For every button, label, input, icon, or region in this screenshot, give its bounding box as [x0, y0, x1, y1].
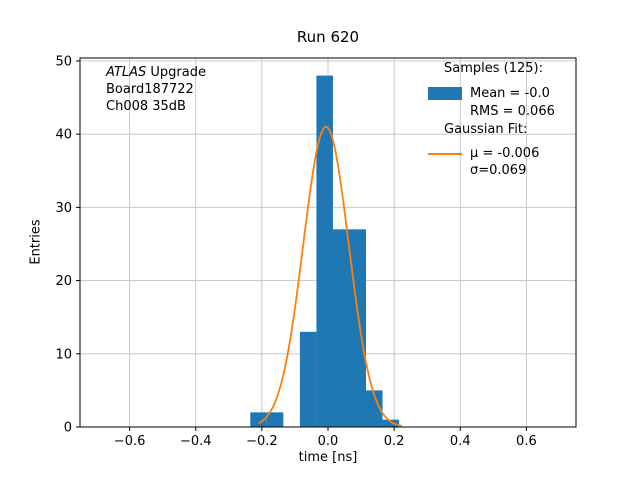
histogram-bar [349, 229, 367, 427]
legend-sigma-label: σ=0.069 [470, 163, 527, 178]
histogram-bar [316, 75, 333, 427]
legend-mean-label: Mean = -0.0 [470, 86, 550, 101]
y-tick-label: 40 [55, 128, 72, 143]
y-axis-label: Entries [28, 219, 44, 265]
histogram-bar [382, 419, 400, 427]
annotation-upgrade: Upgrade [146, 65, 206, 80]
annotation-line-3: Ch008 35dB [106, 99, 186, 114]
chart-title: Run 620 [296, 28, 360, 46]
x-tick-label: 0.2 [384, 434, 405, 449]
annotation-line-1: ATLAS Upgrade [106, 64, 206, 81]
histogram-bar [299, 331, 317, 427]
histogram-bar [250, 412, 267, 427]
histogram-bar [366, 390, 383, 427]
x-tick-label: 0.0 [318, 434, 339, 449]
y-tick-label: 30 [55, 201, 72, 216]
x-tick-label: −0.4 [180, 434, 212, 449]
x-tick-label: 0.6 [516, 434, 537, 449]
histogram-legend-swatch [428, 87, 462, 100]
annotation-text: ATLAS Upgrade Board187722 Ch008 35dB [106, 64, 206, 115]
legend-fit-header: Gaussian Fit: [444, 122, 528, 137]
y-tick-label: 0 [64, 421, 72, 436]
x-tick-label: −0.6 [114, 434, 146, 449]
x-axis-label: time [ns] [298, 450, 358, 465]
gaussian-fit-legend-line [428, 152, 462, 155]
x-tick-label: 0.4 [450, 434, 471, 449]
histogram-bar [266, 412, 284, 427]
legend-mu-label: μ = -0.006 [470, 146, 540, 161]
legend-mu-row: μ = -0.006 [428, 145, 539, 162]
y-tick-label: 20 [55, 274, 72, 289]
gaussian-fit-curve [258, 125, 402, 427]
legend-samples-header: Samples (125): [444, 61, 543, 76]
y-tick-label: 10 [55, 347, 72, 362]
legend-rms-label: RMS = 0.066 [470, 104, 555, 119]
x-tick-label: −0.2 [246, 434, 278, 449]
histogram-bar [332, 229, 350, 427]
legend-mean-row: Mean = -0.0 [428, 85, 550, 102]
y-tick-label: 50 [55, 54, 72, 69]
annotation-atlas-italic: ATLAS [106, 65, 147, 80]
annotation-line-2: Board187722 [106, 82, 194, 97]
